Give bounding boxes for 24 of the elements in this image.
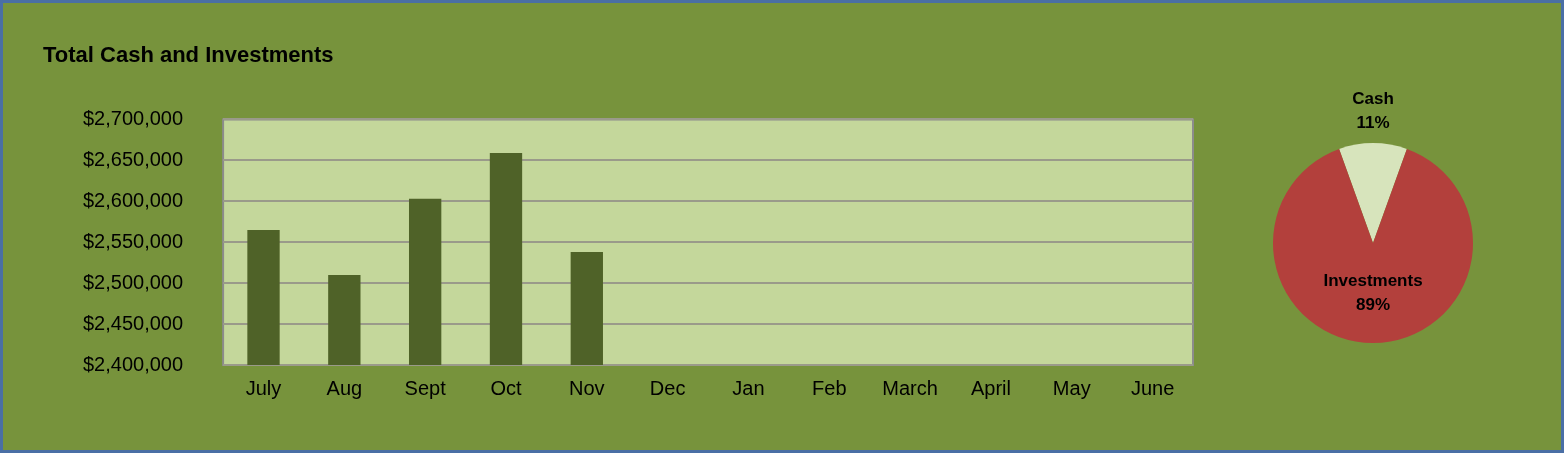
x-tick-label: Nov xyxy=(569,376,605,399)
y-tick-label: $2,500,000 xyxy=(82,270,184,293)
slice-label: Cash xyxy=(1352,88,1394,108)
x-tick-label: Sept xyxy=(404,376,447,399)
chart-title: Total Cash and Investments xyxy=(43,42,334,68)
y-tick-label: $2,700,000 xyxy=(82,106,184,129)
y-tick-label: $2,650,000 xyxy=(82,147,184,170)
x-tick-label: Oct xyxy=(490,376,522,399)
x-tick-label: Dec xyxy=(649,376,686,399)
data-label: 11% xyxy=(1356,112,1390,132)
x-tick-label: June xyxy=(1130,376,1175,399)
x-tick-label: Feb xyxy=(812,376,847,399)
y-tick-label: $2,600,000 xyxy=(82,188,184,211)
y-tick-label: $2,550,000 xyxy=(82,229,184,252)
y-tick-label: $2,400,000 xyxy=(82,352,184,375)
x-tick-label: May xyxy=(1052,376,1091,399)
data-label: 89% xyxy=(1355,294,1391,314)
x-tick-label: March xyxy=(882,376,938,399)
y-tick-label: $2,450,000 xyxy=(82,311,184,334)
x-tick-label: April xyxy=(970,376,1011,399)
x-tick-label: July xyxy=(245,376,282,399)
x-tick-label: Aug xyxy=(326,376,363,399)
x-tick-label: Jan xyxy=(732,376,765,399)
slice-label: Investments xyxy=(1323,270,1423,290)
